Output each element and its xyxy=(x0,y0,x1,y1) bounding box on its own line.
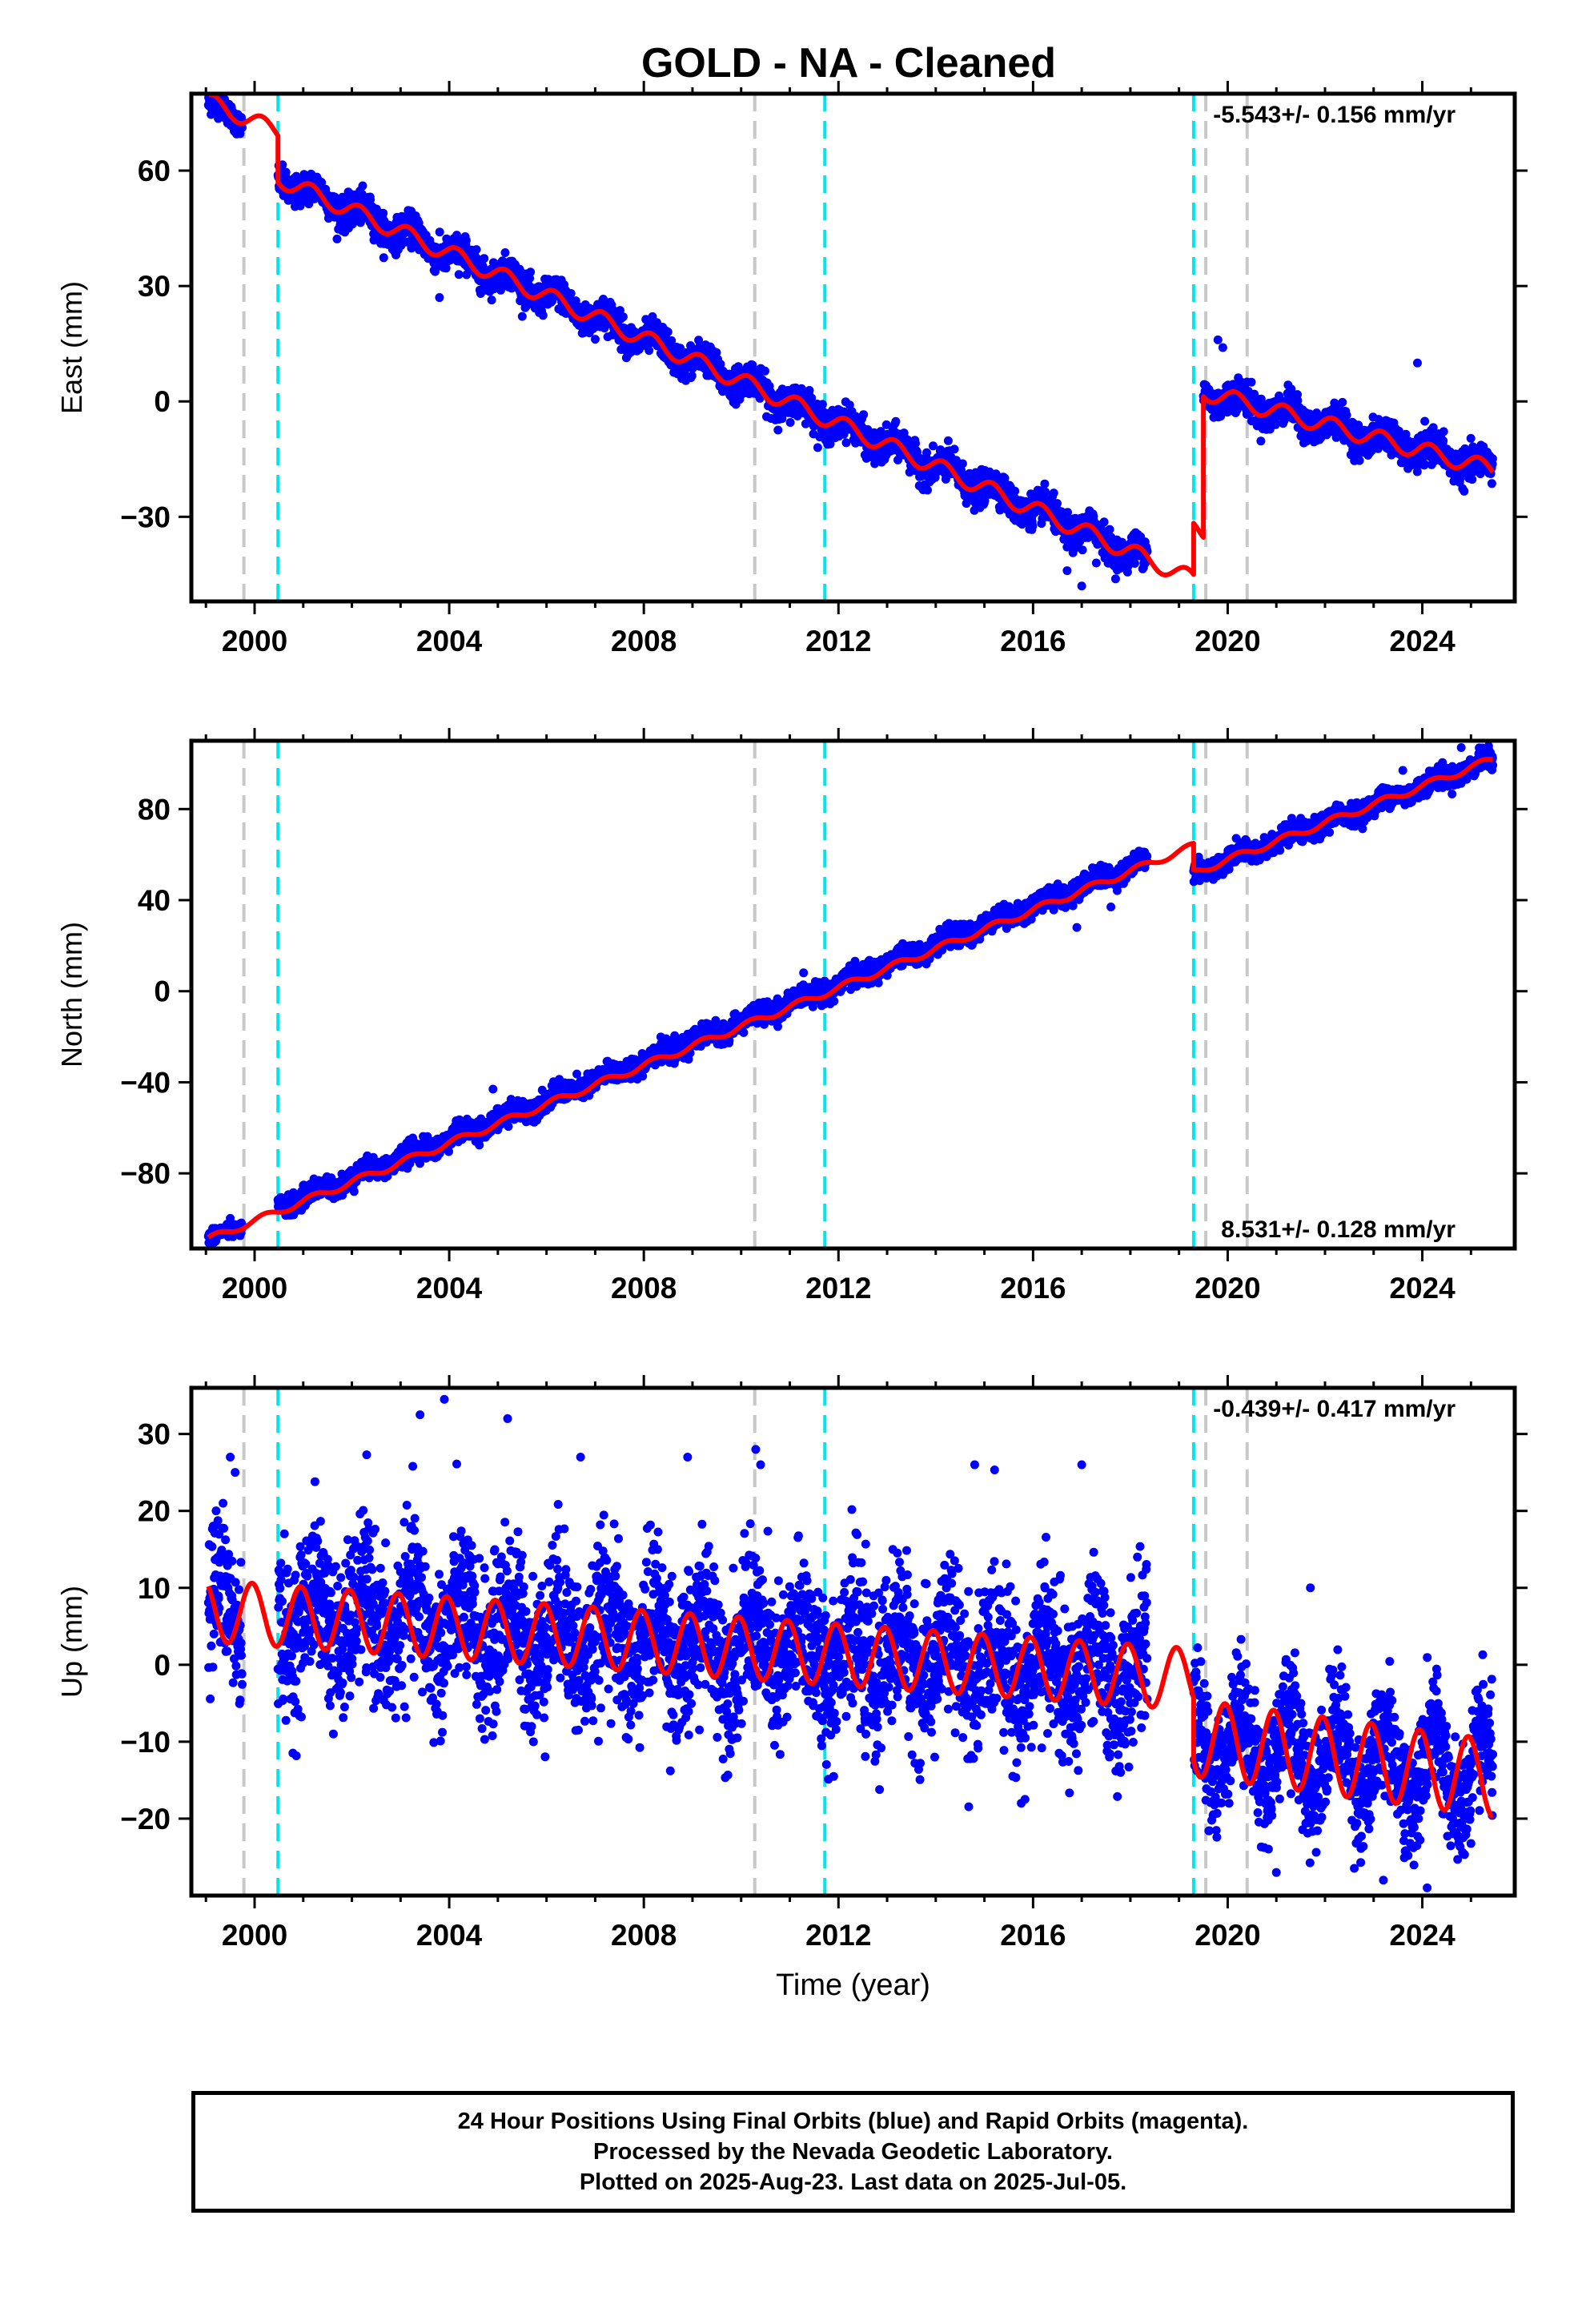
x-tick-label: 2004 xyxy=(416,625,483,657)
data-point xyxy=(431,267,440,276)
panel-frame xyxy=(189,91,1517,604)
data-point xyxy=(1247,377,1256,387)
y-tick-label: 0 xyxy=(154,385,171,418)
y-tick-label: −30 xyxy=(120,501,171,533)
data-point xyxy=(1468,475,1477,485)
data-point xyxy=(929,441,938,451)
outlier-point xyxy=(1062,566,1072,576)
outlier-point xyxy=(1412,358,1422,368)
data-point xyxy=(891,416,901,426)
x-tick-label: 2020 xyxy=(1195,625,1260,657)
data-point xyxy=(958,459,967,468)
data-point xyxy=(538,311,548,320)
observations xyxy=(203,94,1497,591)
observations xyxy=(203,742,1498,1248)
data-point xyxy=(1110,574,1120,584)
data-point xyxy=(687,371,697,380)
data-point xyxy=(435,227,444,237)
data-point xyxy=(1078,545,1087,555)
data-point xyxy=(281,167,291,177)
data-point xyxy=(1338,397,1347,407)
data-point xyxy=(379,253,388,263)
data-point xyxy=(472,245,481,255)
outlier-point xyxy=(1218,343,1227,352)
data-point xyxy=(366,195,375,204)
data-point xyxy=(1460,486,1469,496)
data-point xyxy=(1488,454,1497,464)
data-point xyxy=(805,386,814,395)
plot-area xyxy=(203,94,1497,601)
data-point xyxy=(1105,525,1114,534)
data-point xyxy=(526,267,536,277)
data-point xyxy=(1041,487,1050,497)
y-axis-label: East (mm) xyxy=(55,281,88,414)
data-point xyxy=(644,346,654,356)
data-point xyxy=(500,248,510,257)
data-point xyxy=(943,436,953,445)
panel-north: 2000 2004 2008 2012 2016 2020 2024−80−4004080N… xyxy=(55,728,1528,1305)
outlier-point xyxy=(1213,335,1223,344)
x-tick-label: 2024 xyxy=(1389,625,1456,657)
outlier-point xyxy=(454,270,464,279)
outlier-point xyxy=(1077,581,1086,591)
data-point xyxy=(859,410,869,420)
x-tick-label: 2008 xyxy=(611,625,677,657)
data-point xyxy=(813,443,822,452)
data-point xyxy=(358,181,367,191)
data-point xyxy=(1420,416,1430,426)
x-tick-label: 2000 xyxy=(222,625,287,657)
data-point xyxy=(1049,489,1058,498)
data-point xyxy=(517,312,527,321)
data-point xyxy=(1439,427,1448,436)
data-point xyxy=(591,335,600,344)
model-fit-line xyxy=(206,94,1495,577)
data-point xyxy=(1130,559,1139,568)
y-tick-label: 30 xyxy=(138,270,171,303)
chart-title: GOLD - NA - Cleaned xyxy=(641,40,1056,86)
y-tick-label: 60 xyxy=(138,155,171,187)
data-point xyxy=(761,366,769,376)
data-point xyxy=(1040,479,1050,489)
outlier-point xyxy=(1091,558,1101,568)
data-point xyxy=(600,324,609,333)
outlier-point xyxy=(435,293,444,303)
data-point xyxy=(1439,436,1448,445)
data-point xyxy=(923,485,932,495)
plot-area xyxy=(203,741,1498,1248)
data-point xyxy=(409,239,419,248)
data-point xyxy=(1355,456,1364,465)
data-point xyxy=(487,296,496,305)
data-point xyxy=(1099,517,1109,527)
data-point xyxy=(332,234,342,243)
x-tick-label: 2012 xyxy=(805,625,871,657)
data-point xyxy=(1028,521,1038,531)
data-point xyxy=(461,235,471,245)
data-point xyxy=(317,178,327,187)
data-point xyxy=(1466,433,1476,443)
data-point xyxy=(379,208,388,218)
data-point xyxy=(1256,436,1266,446)
data-point xyxy=(950,444,959,454)
data-point xyxy=(441,263,451,273)
data-point xyxy=(566,289,576,298)
x-tick-label: 2016 xyxy=(1000,625,1066,657)
rate-annotation: -5.543+/- 0.156 mm/yr xyxy=(1213,102,1456,128)
data-point xyxy=(773,425,783,435)
panel-east: 2000 2004 2008 2012 2016 2020 2024 −30 0 30 60 East… xyxy=(55,81,1528,657)
data-point xyxy=(1342,411,1351,420)
data-point xyxy=(922,448,931,457)
data-point xyxy=(663,328,673,336)
data-point xyxy=(1487,479,1496,489)
data-point xyxy=(911,439,920,448)
data-point xyxy=(785,418,795,427)
data-point xyxy=(480,254,489,263)
data-point xyxy=(618,312,628,322)
